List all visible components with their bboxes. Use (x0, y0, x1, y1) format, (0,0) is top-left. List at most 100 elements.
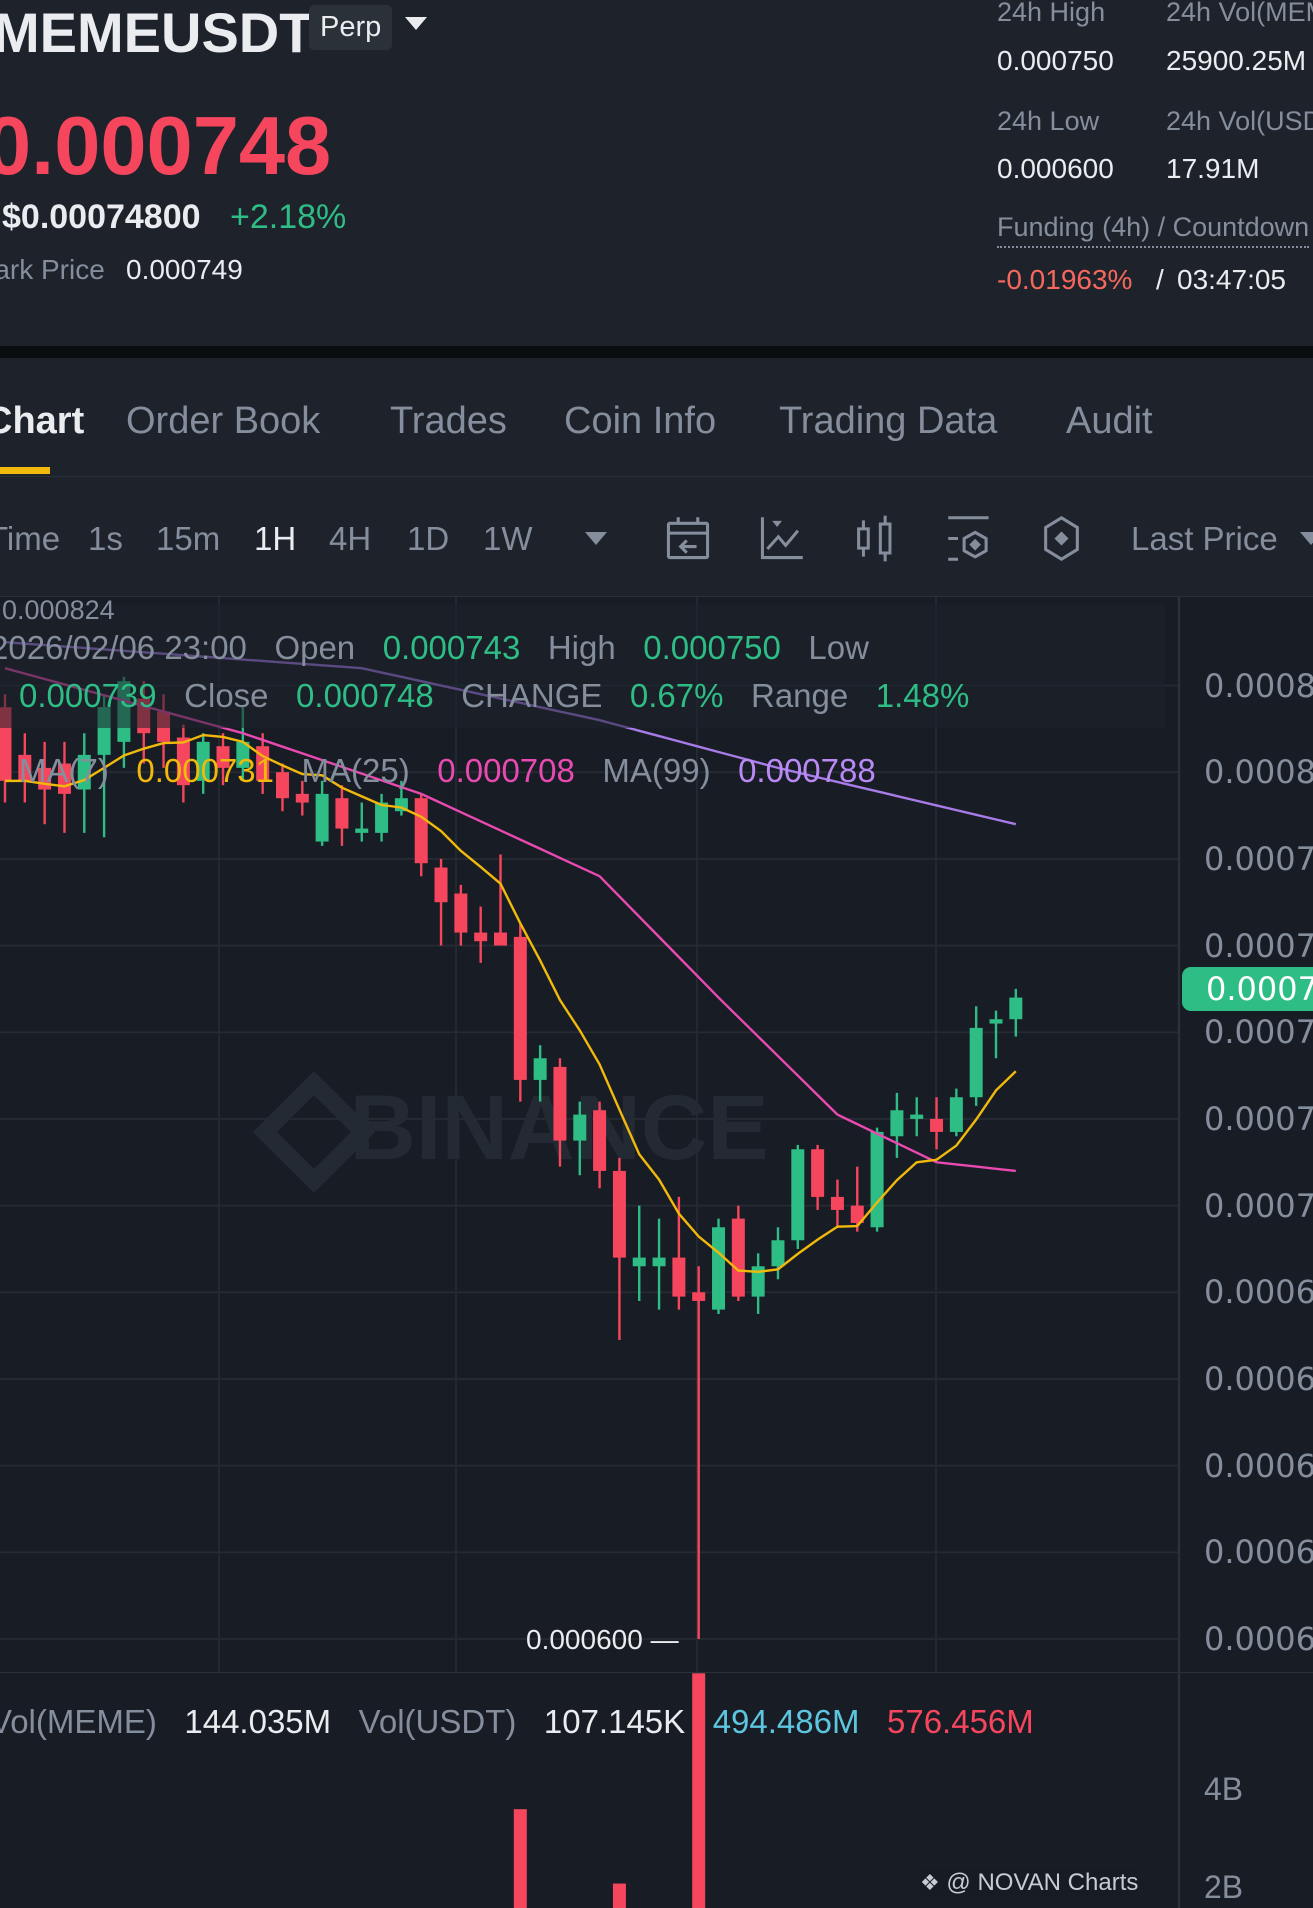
price-type-dropdown-icon[interactable] (1300, 532, 1313, 545)
more-intervals-icon[interactable] (585, 532, 607, 545)
funding-rate: -0.01963% (997, 264, 1133, 295)
tab-trades[interactable]: Trades (390, 400, 507, 442)
candle-body (275, 772, 289, 799)
24h-low: 0.000600 (997, 153, 1114, 184)
ma-legend: MA(7) 0.000731 MA(25) 0.000708 MA(99) 0.… (19, 751, 876, 791)
price-type-select[interactable]: Last Price (1131, 520, 1278, 557)
interval-time[interactable]: Time (0, 520, 61, 557)
price-tick-label: 0.0007 (1204, 926, 1313, 965)
interval-1h[interactable]: 1H (254, 520, 297, 557)
candle (771, 1227, 785, 1280)
interval-toolbar: Time 1s 15m 1H 4H 1D 1W Last Price (0, 477, 1313, 597)
mark-price: 0.000749 (126, 254, 243, 285)
candle (434, 858, 448, 946)
24h-high-label: 24h High (997, 0, 1106, 27)
candle (176, 724, 190, 803)
funding-label[interactable]: Funding (4h) / Countdown (997, 211, 1310, 249)
candle (315, 780, 329, 846)
price-tick-label: 0.0006 (1204, 1359, 1313, 1398)
tab-trading-data[interactable]: Trading Data (779, 400, 998, 442)
candle-body (751, 1266, 765, 1297)
symbol-dropdown-icon[interactable] (405, 17, 427, 30)
attribution: ❖ @ NOVAN Charts (920, 1869, 1139, 1898)
candle-body (216, 746, 230, 768)
24h-vol-quote: 17.91M (1166, 153, 1260, 184)
candle (375, 793, 389, 842)
candle (414, 793, 428, 877)
layout-icon[interactable] (1042, 514, 1081, 563)
binance-logo-watermark (252, 1070, 376, 1194)
candle (196, 733, 210, 794)
vol-ma1-value: 494.486M (712, 1703, 860, 1740)
candle (632, 1205, 646, 1301)
tab-order-book[interactable]: Order Book (126, 400, 321, 442)
calendar-back-icon[interactable] (666, 516, 710, 560)
ticker-header: MEMEUSDT Perp 0.000748 $0.00074800 +2.18… (0, 0, 1313, 346)
24h-high: 0.000750 (997, 45, 1114, 76)
interval-1d[interactable]: 1D (407, 520, 450, 557)
ma7-label: MA(7) (19, 752, 109, 789)
price-tick-label: 0.0008 (1204, 666, 1313, 705)
candle-body (830, 1196, 844, 1210)
candle-body (632, 1257, 646, 1267)
vol-quote-value: 107.145K (543, 1703, 686, 1740)
candle-body (850, 1205, 864, 1223)
legend-box (0, 604, 1165, 728)
range-value: 1.48% (875, 677, 970, 714)
candle (295, 780, 309, 816)
vol-ma2-value: 576.456M (887, 1703, 1034, 1740)
candle (573, 1101, 587, 1176)
candle (553, 1058, 567, 1167)
candle-body (771, 1240, 785, 1267)
price-tick-label: 0.0006 (1204, 1273, 1313, 1312)
price-tick-label: 0.0006 (1204, 1446, 1313, 1485)
indicator-icon[interactable] (760, 516, 804, 560)
candle-body (612, 1170, 626, 1258)
candle (811, 1144, 825, 1210)
tab-chart[interactable]: Chart (0, 400, 85, 442)
price-tick-label: 0.0007 (1204, 1099, 1313, 1138)
candle-body (573, 1114, 587, 1141)
volume-pane: Vol(MEME) 144.035M Vol(USDT) 107.145K 49… (0, 1672, 1313, 1908)
price-chart[interactable]: BINANCE 0.000824 2026/02/06 23:00 Open 0… (0, 597, 1313, 1672)
candle-body (553, 1066, 567, 1141)
volume-bar (612, 1883, 626, 1908)
candle (969, 1006, 983, 1106)
open-value: 0.000743 (382, 629, 521, 666)
ma25-label: MA(25) (301, 752, 410, 789)
low-marker-value: 0.000600 (526, 1624, 643, 1655)
candle-body (295, 793, 309, 803)
symbol-title[interactable]: MEMEUSDT (0, 1, 314, 64)
tab-audit[interactable]: Audit (1066, 400, 1153, 442)
price-tick-label: 0.0006 (1204, 1620, 1313, 1658)
interval-4h[interactable]: 4H (329, 520, 372, 557)
vol-axis-2b: 2B (1204, 1869, 1244, 1905)
candle-body (1009, 997, 1023, 1020)
interval-15m[interactable]: 15m (156, 520, 221, 557)
open-label: Open (274, 629, 356, 666)
24h-vol-quote-label: 24h Vol(USDT) (1166, 106, 1313, 136)
legend-date: 2026/02/06 23:00 (0, 629, 247, 666)
candle-body (315, 793, 329, 842)
interval-1s[interactable]: 1s (88, 520, 123, 557)
tab-coin-info[interactable]: Coin Info (564, 400, 717, 442)
usd-price: $0.00074800 (2, 198, 201, 236)
mark-price-label: Mark Price (0, 254, 105, 285)
candle (216, 733, 230, 786)
candle (989, 1010, 1003, 1059)
candle-body (494, 932, 507, 946)
candle-body (236, 741, 250, 768)
volume-bars (513, 1673, 706, 1908)
candle-type-icon[interactable] (855, 514, 896, 563)
candle-body (712, 1227, 726, 1310)
24h-low-label: 24h Low (997, 106, 1100, 136)
24h-vol-base-label: 24h Vol(MEME) (1166, 0, 1313, 27)
candle-body (474, 932, 488, 942)
low-marker: 0.000600 — (526, 1624, 679, 1655)
candle-body (672, 1257, 686, 1297)
candle (731, 1205, 745, 1301)
interval-1w[interactable]: 1W (483, 520, 533, 557)
price-tick-label: 0.0007 (1204, 839, 1313, 878)
chart-settings-icon[interactable] (947, 514, 991, 563)
current-price-tag: 0.000748 (1182, 967, 1313, 1011)
